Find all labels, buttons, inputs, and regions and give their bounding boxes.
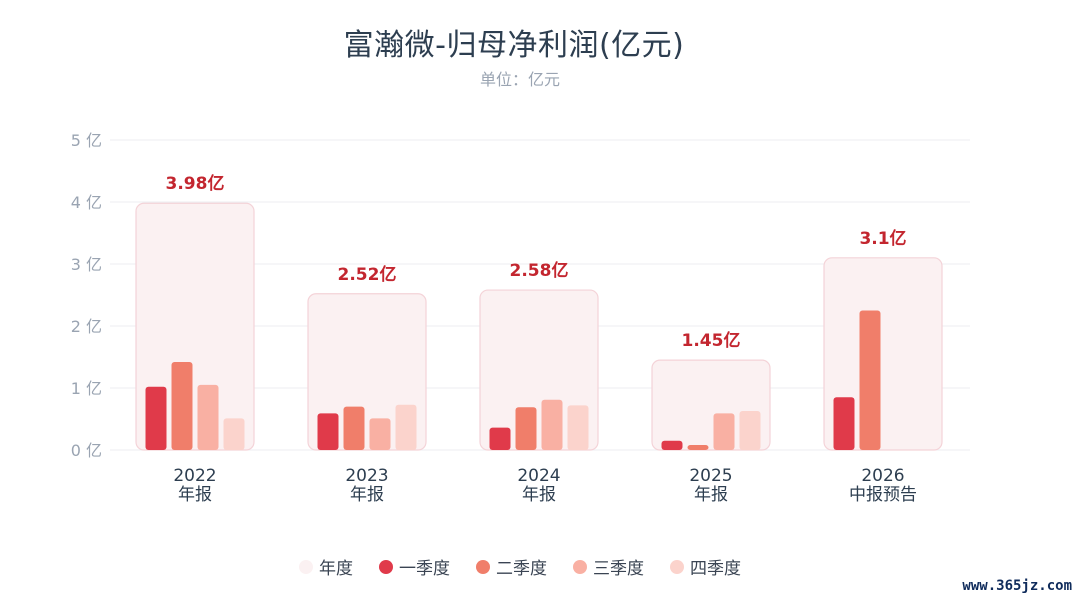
x-tick-period: 中报预告	[849, 485, 917, 505]
x-tick-year: 2023	[345, 466, 388, 486]
y-tick-label: 4 亿	[71, 193, 102, 212]
x-tick-period: 年报	[350, 485, 384, 505]
q3-bar	[197, 384, 219, 450]
q2-bar	[515, 407, 537, 450]
legend-label: 一季度	[399, 559, 450, 579]
x-tick-year: 2022	[173, 466, 216, 486]
x-tick-period: 年报	[522, 485, 556, 505]
q4-bar	[395, 404, 417, 450]
chart-title: 富瀚微-归母净利润(亿元)	[343, 28, 685, 63]
y-tick-label: 2 亿	[71, 317, 102, 336]
legend-swatch	[299, 559, 313, 574]
legend-swatch	[573, 559, 587, 574]
q2-bar	[171, 361, 193, 450]
legend-item-q2[interactable]: 二季度	[476, 554, 547, 579]
q2-bar	[687, 445, 709, 450]
q1-bar	[661, 440, 683, 450]
q3-bar	[713, 413, 735, 450]
q3-bar	[541, 399, 563, 450]
legend-item-q3[interactable]: 三季度	[573, 554, 644, 579]
legend-label: 年度	[319, 559, 353, 579]
y-tick-label: 0 亿	[71, 441, 102, 460]
legend-item-q4[interactable]: 四季度	[670, 554, 741, 579]
y-tick-label: 1 亿	[71, 379, 102, 398]
x-tick-period: 年报	[694, 485, 728, 505]
watermark: www.365jz.com	[962, 578, 1072, 594]
legend-swatch	[476, 559, 490, 574]
legend-swatch	[670, 559, 684, 574]
y-tick-label: 5 亿	[71, 131, 102, 150]
x-tick-year: 2026	[861, 466, 904, 486]
legend-swatch	[379, 559, 393, 574]
q1-bar	[145, 386, 167, 450]
annual-value-label: 3.1亿	[859, 228, 906, 249]
annual-value-label: 1.45亿	[682, 330, 741, 351]
annual-value-label: 3.98亿	[166, 173, 225, 194]
q4-bar	[567, 405, 589, 450]
y-tick-label: 3 亿	[71, 255, 102, 274]
q1-bar	[317, 413, 339, 450]
legend-label: 四季度	[690, 559, 741, 579]
legend-item-annual[interactable]: 年度	[299, 554, 353, 579]
x-tick-period: 年报	[178, 485, 212, 505]
annual-value-label: 2.52亿	[338, 264, 397, 285]
q4-bar	[739, 410, 761, 450]
q1-bar	[489, 427, 511, 450]
legend-label: 二季度	[496, 559, 547, 579]
q4-bar	[223, 418, 245, 450]
q2-bar	[859, 310, 881, 450]
annual-value-label: 2.58亿	[510, 260, 569, 281]
x-tick-year: 2024	[517, 466, 560, 486]
legend: 年度 一季度 二季度 三季度 四季度	[0, 554, 1040, 579]
legend-label: 三季度	[593, 559, 644, 579]
q2-bar	[343, 406, 365, 450]
x-tick-year: 2025	[689, 466, 732, 486]
q1-bar	[833, 397, 855, 450]
q3-bar	[369, 418, 391, 450]
legend-item-q1[interactable]: 一季度	[379, 554, 450, 579]
chart-subtitle: 单位：亿元	[479, 70, 560, 89]
